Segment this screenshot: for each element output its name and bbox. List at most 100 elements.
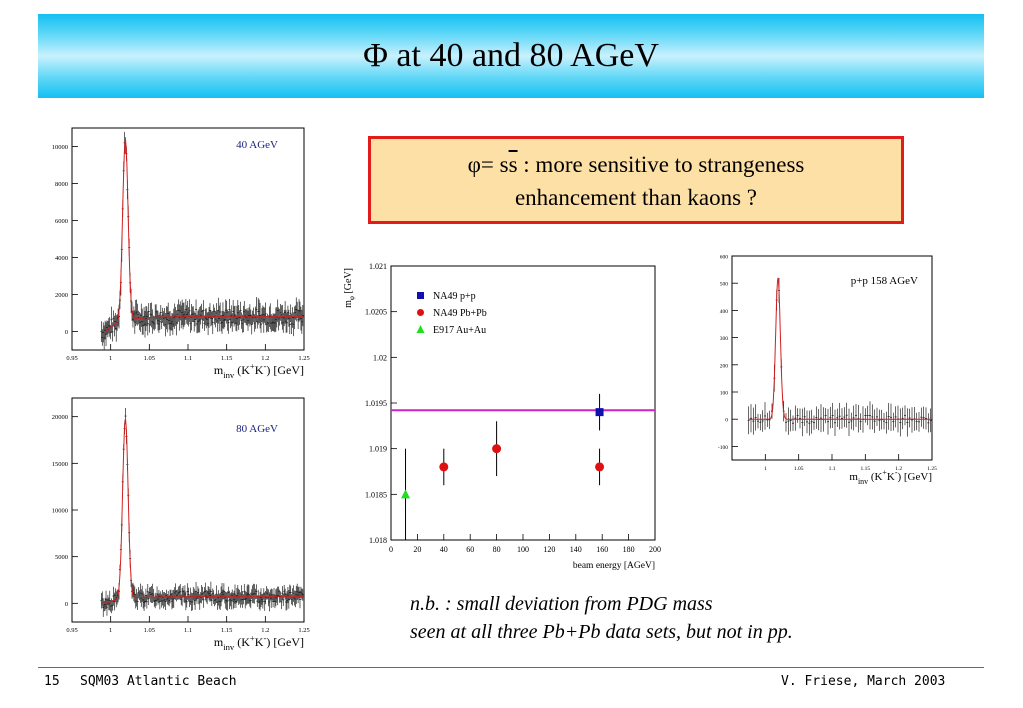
y-tick-label: -100: [718, 445, 728, 451]
x-tick-label: 1.2: [261, 627, 269, 634]
y-tick-label: 8000: [55, 181, 68, 188]
callout-prefix: φ= s: [467, 152, 509, 177]
y-tick-label: 1.019: [369, 445, 387, 454]
footer-author-date: V. Friese, March 2003: [781, 674, 946, 689]
x-tick-label: 160: [596, 545, 608, 554]
data-point: [439, 462, 449, 472]
y-tick-label: 0: [65, 601, 68, 608]
x-tick-label: 80: [493, 545, 501, 554]
x-axis-title: minv (K+K-) [GeV]: [214, 633, 304, 650]
title-banner: Φ at 40 and 80 AGeV: [38, 14, 984, 98]
fit-curve: [748, 277, 932, 420]
x-tick-label: 1: [109, 355, 112, 362]
x-axis-title: minv (K+K-) [GeV]: [849, 468, 932, 486]
nb-line-1: n.b. : small deviation from PDG mass: [410, 593, 713, 615]
callout-line-2: enhancement than kaons ?: [514, 185, 758, 210]
legend-marker: [417, 309, 424, 316]
x-tick-label: 1.15: [221, 627, 232, 634]
footer-divider: [38, 667, 984, 668]
footer-page-number: 15: [44, 674, 60, 689]
x-tick-label: 0.95: [66, 627, 77, 634]
series-triangle: [401, 448, 411, 540]
x-tick-label: 40: [440, 545, 448, 554]
data-point: [595, 408, 604, 417]
chart-invariant-mass-pp-158agev: 1 1.05 1.1 1.15 1.2 1.25 -100 0 100 200 300 400 500 6…: [718, 255, 937, 487]
fit-curve: [101, 418, 304, 604]
x-tick-label: 1.25: [927, 466, 937, 472]
data-points: [100, 131, 304, 351]
strangeness-callout: φ= ss : more sensitive to strangeness en…: [368, 136, 904, 224]
y-tick-label: 1.02: [373, 353, 387, 362]
legend-label: NA49 p+p: [433, 291, 476, 302]
y-tick-label: 1.0185: [365, 490, 387, 499]
x-tick-label: 1.05: [144, 355, 155, 362]
x-axis-title: minv (K+K-) [GeV]: [214, 361, 304, 380]
x-tick-label: 0: [389, 545, 393, 554]
chart-invariant-mass-80agev: 0.95 1 1.05 1.1 1.15 1.2 1.25 0 5000 10000 15000 20…: [52, 397, 310, 650]
legend: NA49 p+p NA49 Pb+Pb E917 Au+Au: [416, 291, 487, 336]
y-tick-label: 1.0195: [365, 399, 387, 408]
y-tick-label: 1.018: [369, 536, 387, 545]
x-tick-label: 1.05: [144, 627, 155, 634]
chart-invariant-mass-40agev: 0.95 1 1.05 1.1 1.15 1.2 1.25 0 2000 4000 6000 8000…: [52, 127, 310, 380]
x-tick-label: 1.25: [298, 355, 309, 362]
x-tick-label: 60: [466, 545, 474, 554]
x-tick-label: 180: [623, 545, 635, 554]
y-tick-label: 600: [720, 255, 729, 261]
x-tick-label: 1.05: [794, 466, 804, 472]
y-tick-label: 1.021: [369, 262, 387, 271]
x-tick-label: 1.25: [298, 627, 309, 634]
series-circle: [439, 421, 605, 486]
data-points: [747, 277, 932, 437]
y-tick-label: 2000: [55, 292, 68, 299]
y-tick-label: 10000: [52, 508, 68, 515]
y-tick-label: 1.0205: [365, 308, 387, 317]
x-tick-label: 200: [649, 545, 661, 554]
callout-line-1: φ= ss : more sensitive to strangeness: [371, 148, 901, 181]
chart-phi-mass-vs-beam-energy: 0 20 40 60 80 100 120 140 160 180 200 1.018 1.0185 1.…: [343, 262, 661, 571]
energy-label: p+p 158 AGeV: [851, 275, 918, 287]
legend-label: E917 Au+Au: [433, 325, 486, 336]
callout-sbar: s: [508, 152, 518, 177]
x-tick-label: 1.15: [861, 466, 871, 472]
energy-label: 80 AGeV: [236, 423, 278, 435]
energy-label: 40 AGeV: [236, 139, 278, 151]
y-tick-label: 0: [725, 418, 728, 424]
y-tick-label: 5000: [55, 554, 68, 561]
nb-line-2: seen at all three Pb+Pb data sets, but n…: [410, 621, 793, 643]
slide-title: Φ at 40 and 80 AGeV: [363, 37, 659, 74]
legend-marker: [417, 292, 424, 299]
legend-marker: [416, 325, 425, 333]
y-tick-label: 10000: [52, 144, 68, 151]
x-tick-label: 20: [413, 545, 421, 554]
x-tick-label: 1.15: [221, 355, 232, 362]
x-tick-label: 1.1: [829, 466, 836, 472]
x-tick-label: 1.1: [184, 355, 192, 362]
data-point: [492, 444, 502, 454]
y-tick-label: 15000: [52, 461, 68, 468]
callout-suffix: : more sensitive to strangeness: [517, 152, 805, 177]
x-tick-label: 1.1: [184, 627, 192, 634]
fit-curve: [101, 139, 304, 332]
x-axis-title: beam energy [AGeV]: [573, 561, 655, 571]
legend-label: NA49 Pb+Pb: [433, 308, 487, 319]
y-tick-label: 6000: [55, 218, 68, 225]
y-tick-label: 400: [720, 309, 729, 315]
plot-frame: [390, 265, 656, 541]
y-tick-label: 200: [720, 363, 729, 369]
nb-note: n.b. : small deviation from PDG mass see…: [410, 590, 793, 646]
x-tick-label: 100: [517, 545, 529, 554]
series-square: [595, 393, 604, 431]
x-tick-label: 0.95: [66, 355, 77, 362]
data-point: [401, 489, 411, 499]
y-tick-label: 300: [720, 336, 729, 342]
x-tick-label: 140: [570, 545, 582, 554]
y-tick-label: 0: [65, 329, 68, 336]
x-tick-label: 120: [543, 545, 555, 554]
x-tick-label: 1.2: [261, 355, 269, 362]
y-tick-label: 20000: [52, 414, 68, 421]
x-tick-label: 1: [764, 466, 767, 472]
y-tick-label: 4000: [55, 255, 68, 262]
y-axis-title: mφ [GeV]: [343, 268, 356, 308]
data-point: [595, 462, 605, 472]
